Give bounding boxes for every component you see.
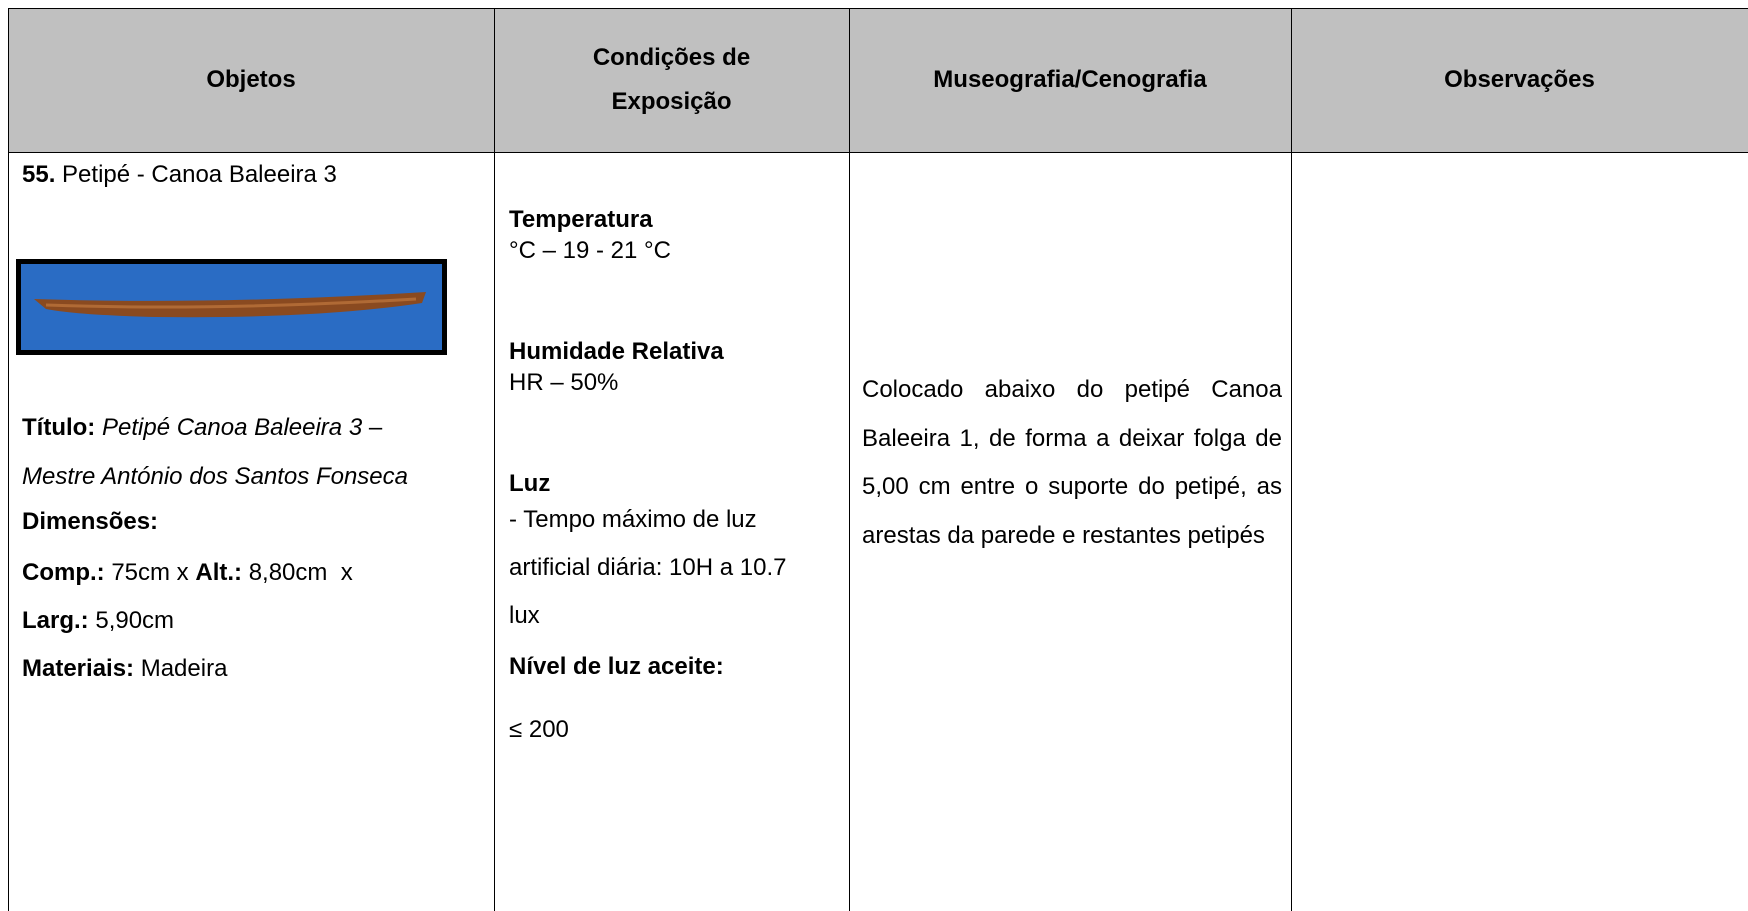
dimensions: Larg.: 5,90cm <box>22 607 174 635</box>
label: Materiais: <box>22 655 135 682</box>
humidity-label: Humidade Relativa <box>509 338 724 365</box>
label: Alt.: <box>195 559 243 586</box>
label: Comp.: <box>22 559 105 586</box>
value: 5,90cm <box>95 607 175 634</box>
temperature-label: Temperatura <box>509 206 653 233</box>
object-title: Mestre António dos Santos Fonseca <box>22 463 408 491</box>
dimensions: Comp.: 75cm x Alt.: 8,80cm x <box>22 559 353 587</box>
title-text: Mestre António dos Santos Fonseca <box>22 463 408 490</box>
object-name: Petipé - Canoa Baleeira 3 <box>62 161 337 188</box>
header-cell: Observações <box>1444 66 1595 93</box>
header-cell: Condições de Exposição <box>592 44 751 115</box>
label: Larg.: <box>22 607 89 634</box>
museography: Colocado abaixo do petipé Canoa Baleeira… <box>862 376 1282 549</box>
border <box>8 152 1748 153</box>
border <box>849 8 850 911</box>
light-level-label: Nível de luz aceite: <box>509 653 724 680</box>
humidity: HR – 50% <box>509 369 619 396</box>
label: Dimensões: <box>22 508 159 535</box>
light-text: artificial diária: 10H a 10.7 <box>509 554 787 581</box>
object-title: Título: Petipé Canoa Baleeira 3 – <box>22 414 382 442</box>
border <box>1291 8 1292 911</box>
header-cell: Objetos <box>206 66 296 93</box>
value: Madeira <box>140 655 228 682</box>
value: 8,80cm x <box>248 559 353 586</box>
light-text: - Tempo máximo de luz <box>509 506 757 533</box>
light-level: ≤ 200 <box>509 716 569 743</box>
materials: Materiais: Madeira <box>22 655 227 683</box>
header-cell: Museografia/Cenografia <box>933 66 1207 93</box>
value: 75cm x <box>111 559 189 586</box>
border <box>494 8 495 911</box>
border <box>8 8 1748 9</box>
title-text: Petipé Canoa Baleeira 3 <box>101 414 363 441</box>
object-number: 55. <box>22 161 56 188</box>
header-background <box>8 8 1748 152</box>
border <box>8 8 9 911</box>
dimensions-label: Dimensões: <box>22 508 158 536</box>
dash: – <box>368 414 383 441</box>
light-label: Luz <box>509 470 551 497</box>
label: Título: <box>22 414 96 441</box>
object-heading: 55. Petipé - Canoa Baleeira 3 <box>22 161 337 189</box>
object-photo <box>16 259 447 355</box>
temperature: °C – 19 - 21 °C <box>509 237 671 264</box>
light-text: lux <box>509 602 540 629</box>
